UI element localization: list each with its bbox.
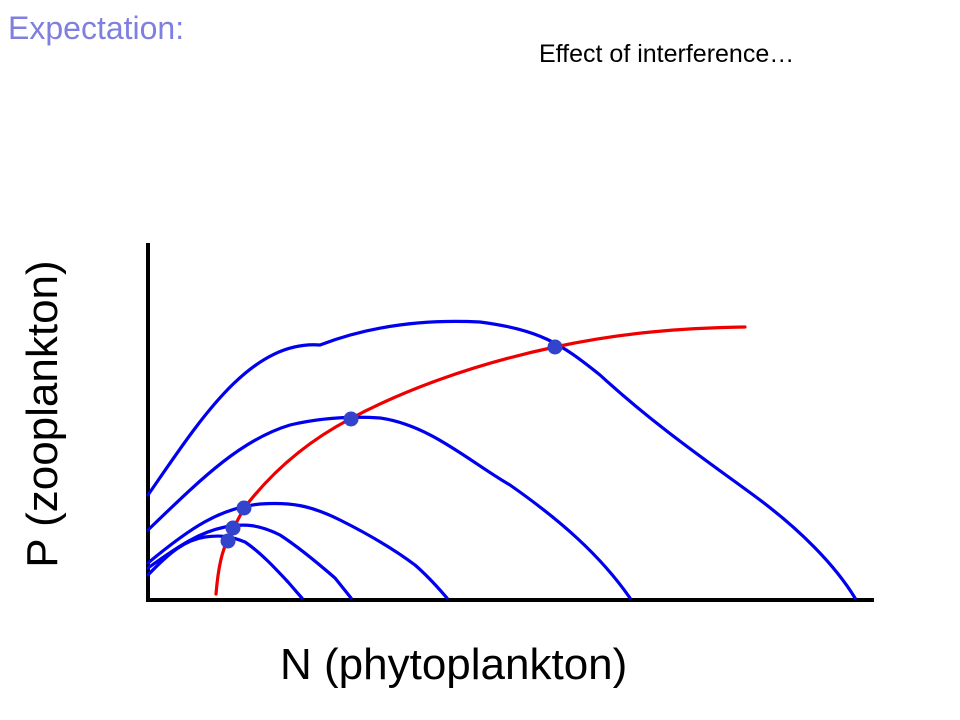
y-axis-label: P (zooplankton) [18, 260, 67, 568]
slide-subtitle: Effect of interference… [539, 40, 795, 68]
predator-isocline [214, 325, 747, 596]
prey-isocline-5 [146, 534, 304, 600]
expectation-heading: Expectation: [8, 10, 185, 46]
equilibrium-point-2 [343, 411, 359, 427]
equilibrium-point-1 [547, 339, 563, 355]
prey-isocline-4 [146, 523, 353, 600]
equilibrium-point-4 [225, 520, 241, 536]
prey-isocline-3 [146, 501, 449, 600]
prey-isocline-1 [146, 319, 857, 600]
equilibrium-point-5 [220, 533, 236, 549]
equilibrium-point-3 [236, 500, 252, 516]
prey-isocline-2 [146, 415, 632, 600]
x-axis-label: N (phytoplankton) [280, 640, 628, 689]
